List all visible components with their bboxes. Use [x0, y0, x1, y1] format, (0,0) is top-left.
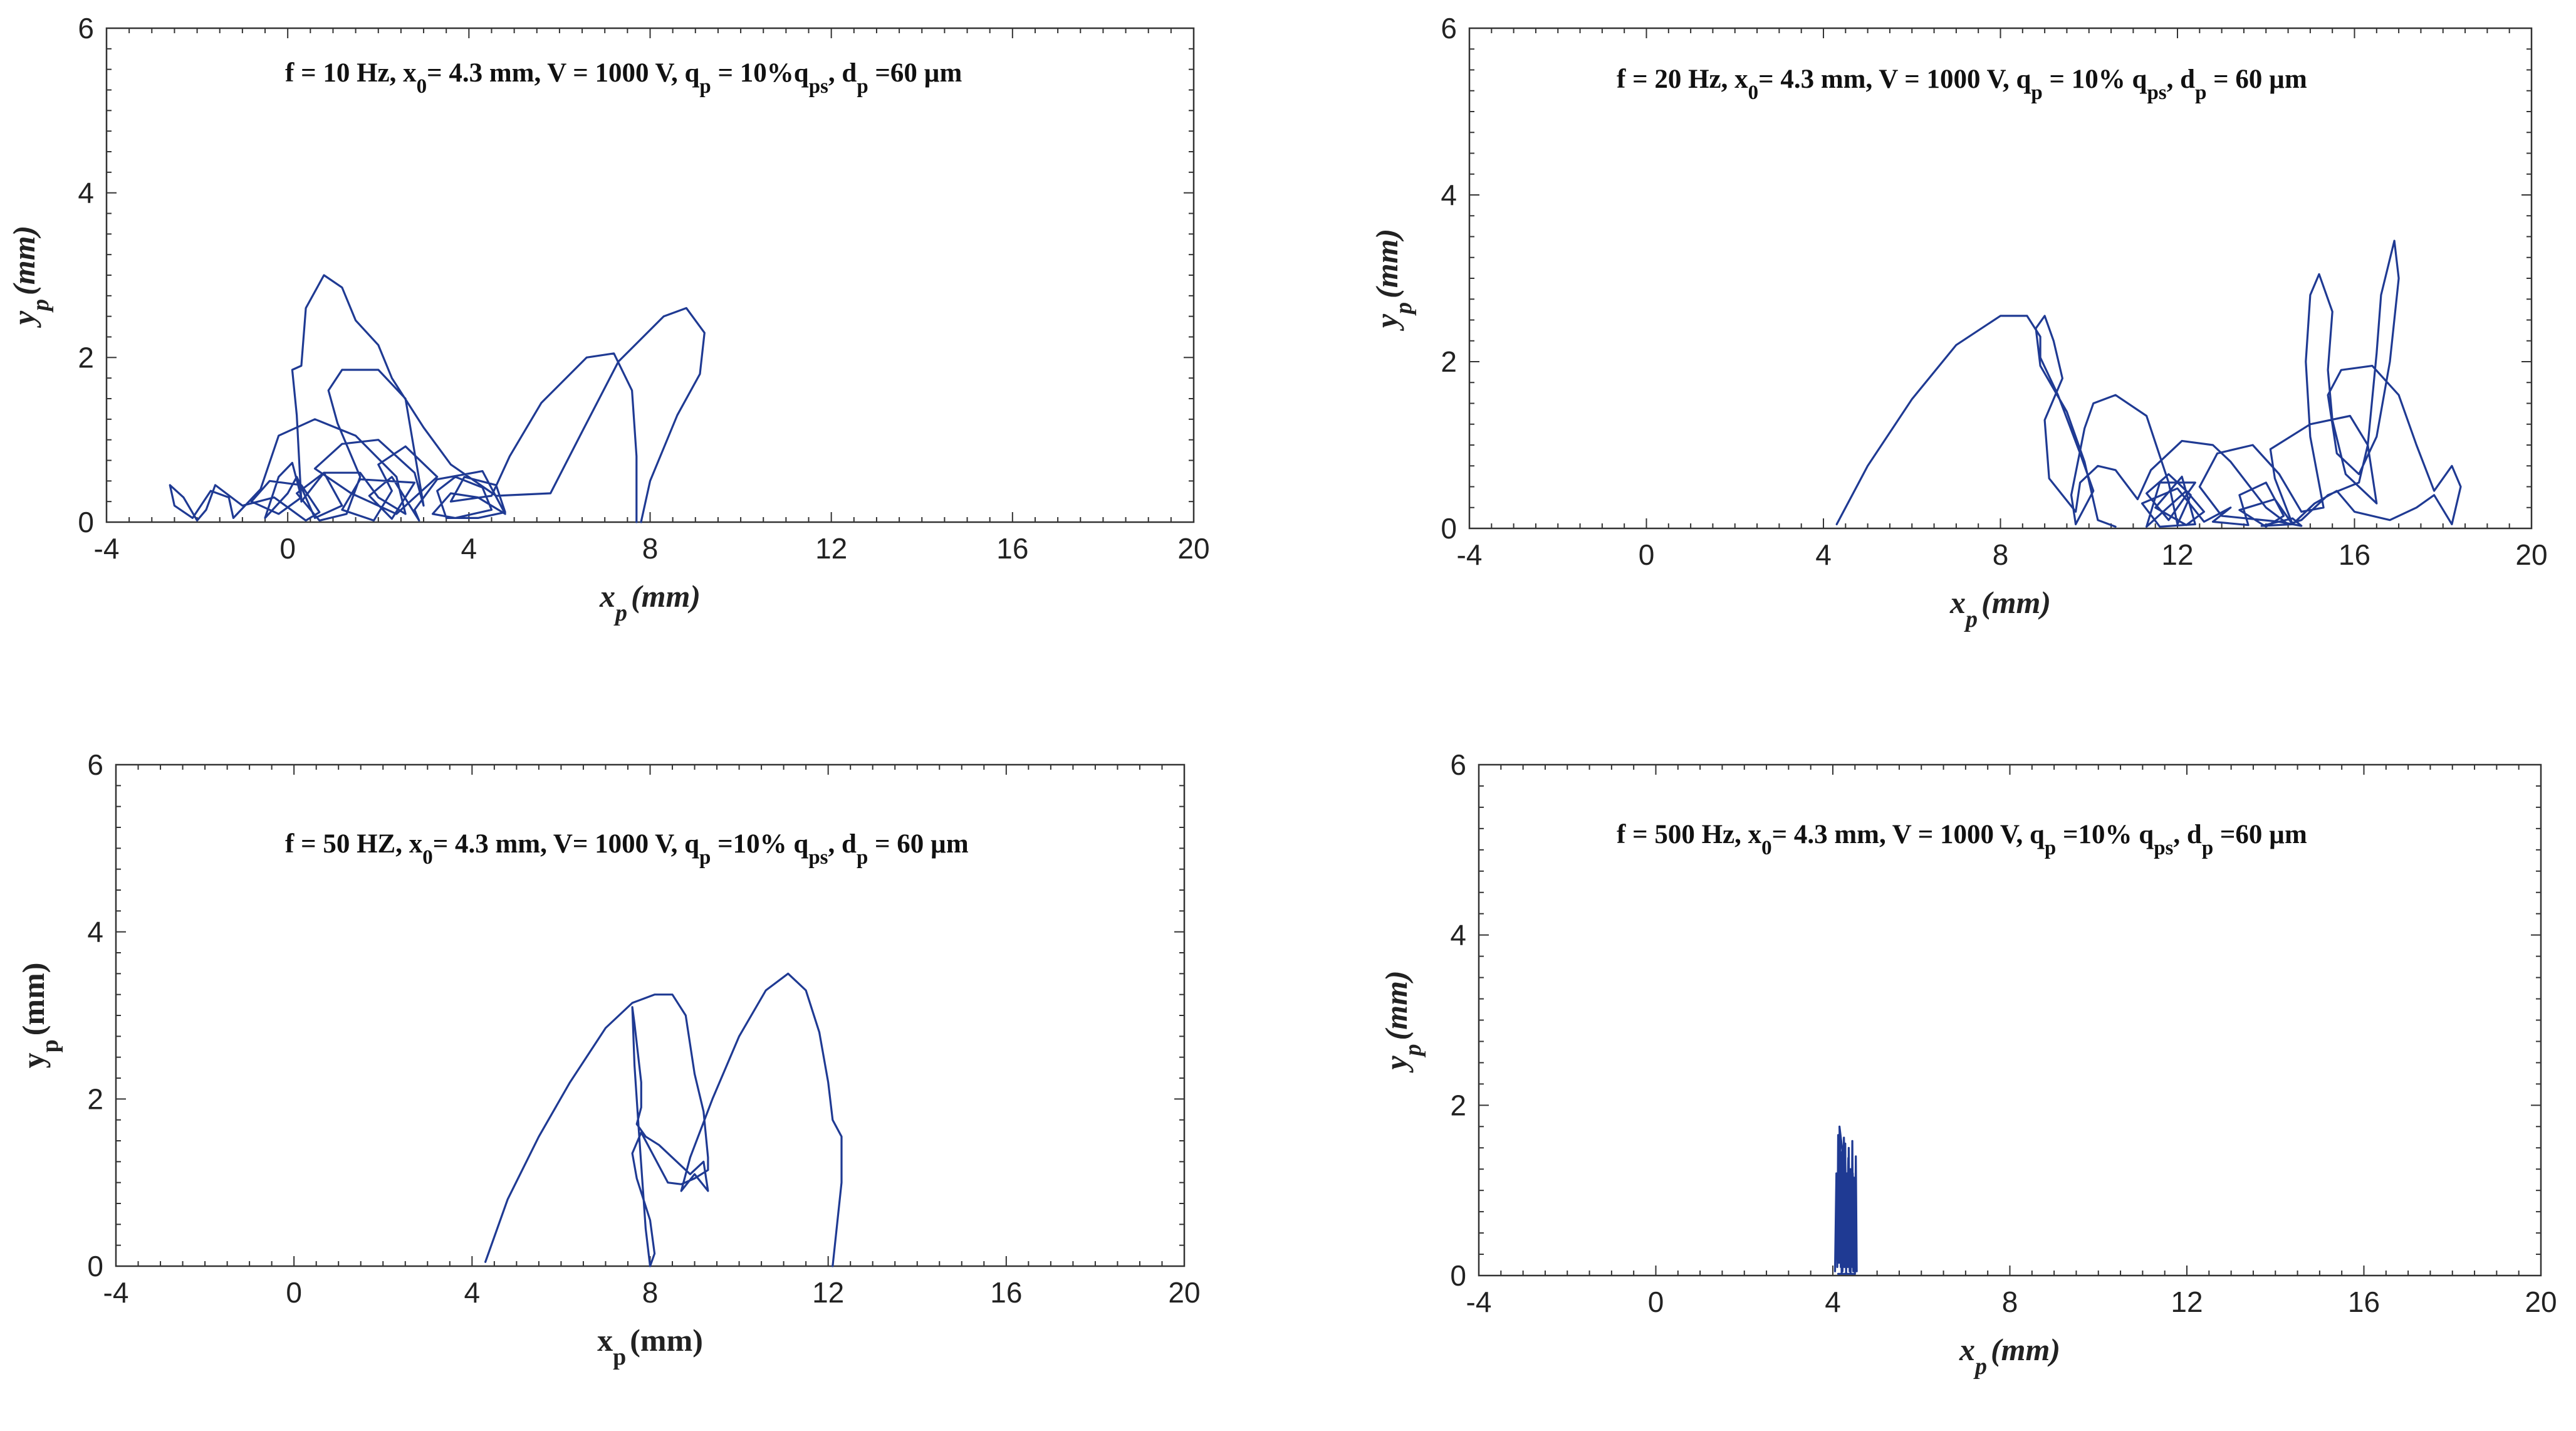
minor-ticks — [106, 28, 1194, 523]
x-tick-label: -4 — [103, 1276, 129, 1309]
minor-ticks — [1478, 764, 2542, 1276]
y-tick-label: 4 — [78, 177, 94, 209]
trajectory-line — [1835, 239, 2462, 528]
minor-ticks — [115, 764, 1185, 1267]
x-tick-label: -4 — [1457, 538, 1483, 571]
y-tick-label: 0 — [1450, 1259, 1466, 1292]
y-tick-label: 2 — [78, 341, 94, 374]
trajectory-line — [1833, 1125, 1858, 1275]
x-tick-label: 12 — [812, 1276, 844, 1309]
x-tick-label: 20 — [1168, 1276, 1200, 1309]
x-tick-label: 20 — [1177, 532, 1209, 565]
x-tick-label: 4 — [461, 532, 477, 565]
x-tick-label: 8 — [642, 532, 659, 565]
y-axis-label: yp(mm) — [6, 226, 54, 328]
x-tick-label: 4 — [464, 1276, 481, 1309]
x-tick-label: 0 — [286, 1276, 302, 1309]
x-tick-label: 0 — [279, 532, 296, 565]
y-tick-label: 4 — [1441, 179, 1457, 211]
y-tick-label: 0 — [78, 506, 94, 538]
plot-frame — [105, 27, 1195, 523]
x-tick-label: -4 — [1466, 1286, 1492, 1318]
trajectory-line — [484, 972, 843, 1267]
x-tick-label: 8 — [642, 1276, 659, 1309]
y-tick-label: 4 — [1450, 919, 1466, 951]
x-tick-label: 16 — [2339, 538, 2370, 571]
y-tick-label: 2 — [87, 1082, 103, 1115]
x-tick-label: 16 — [996, 532, 1028, 565]
y-axis-label: yp(mm) — [1369, 229, 1417, 331]
x-axis-label: xp (mm) — [1949, 585, 2051, 632]
y-tick-label: 0 — [1441, 512, 1457, 545]
y-tick-label: 6 — [87, 748, 103, 781]
x-tick-label: 12 — [2161, 538, 2193, 571]
x-tick-label: 4 — [1815, 538, 1832, 571]
y-tick-label: 6 — [1441, 12, 1457, 45]
y-axis-label: yp(mm) — [16, 963, 63, 1069]
plot-frame — [1468, 27, 2533, 530]
x-axis-label: xp (mm) — [1959, 1332, 2060, 1380]
x-tick-label: 12 — [815, 532, 847, 565]
x-tick-label: 16 — [990, 1276, 1022, 1309]
x-tick-label: 8 — [1993, 538, 2009, 571]
y-tick-label: 6 — [78, 12, 94, 45]
y-tick-label: 6 — [1450, 748, 1466, 781]
y-tick-label: 2 — [1450, 1089, 1466, 1121]
x-axis-label: xp (mm) — [597, 1323, 703, 1370]
chart-annotation: f = 10 Hz, x0= 4.3 mm, V = 1000 V, qp = … — [285, 58, 962, 98]
chart-annotation: f = 20 Hz, x0= 4.3 mm, V = 1000 V, qp = … — [1617, 65, 2307, 104]
y-tick-label: 4 — [87, 916, 103, 948]
x-tick-label: 12 — [2171, 1286, 2203, 1318]
trajectory-line — [169, 274, 706, 523]
x-tick-label: -4 — [94, 532, 120, 565]
y-axis-label: yp(mm) — [1379, 970, 1426, 1072]
x-tick-label: 0 — [1648, 1286, 1664, 1318]
x-tick-label: 4 — [1825, 1286, 1841, 1318]
x-axis-label: xp (mm) — [599, 579, 701, 626]
y-tick-label: 2 — [1441, 345, 1457, 378]
x-tick-label: 8 — [2002, 1286, 2018, 1318]
minor-ticks — [1469, 28, 2532, 529]
x-tick-label: 16 — [2348, 1286, 2380, 1318]
y-tick-label: 0 — [87, 1250, 103, 1282]
x-tick-label: 0 — [1639, 538, 1655, 571]
x-tick-label: 20 — [2525, 1286, 2557, 1318]
x-tick-label: 20 — [2515, 538, 2547, 571]
chart-annotation: f = 500 Hz, x0= 4.3 mm, V = 1000 V, qp =… — [1617, 820, 2307, 859]
chart-annotation: f = 50 HZ, x0= 4.3 mm, V= 1000 V, qp =10… — [285, 829, 969, 869]
